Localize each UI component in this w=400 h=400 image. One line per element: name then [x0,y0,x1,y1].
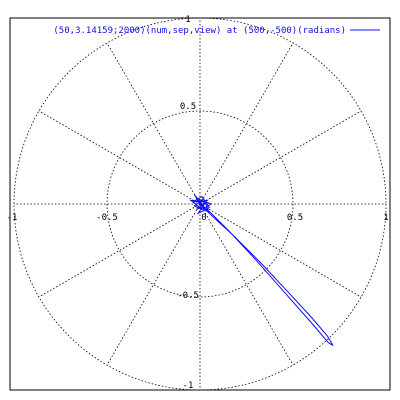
grid-spoke-240 [106,203,201,366]
legend: (50,3.14159;2000)(num,sep,view) at (500,… [53,26,380,36]
x-tick-label: 0 [201,213,206,223]
grid-circle-0 [106,110,294,298]
legend-label: (50,3.14159;2000)(num,sep,view) at (500,… [53,26,346,36]
x-tick-label: 0.5 [287,213,303,223]
polar-grid [13,17,387,391]
data-series [189,194,334,346]
grid-spoke-300 [199,203,294,366]
series-lobe-0 [199,203,334,346]
y-tick-label: 1 [185,15,190,25]
tick-labels: -1 -0.5 0 0.5 1 1 0.5 -0.5 -1 [7,15,389,391]
y-tick-label: -1 [183,381,194,391]
grid-spoke-330 [199,203,362,298]
x-tick-label: -1 [7,213,18,223]
grid-spoke-30 [199,110,362,205]
grid-spoke-210 [38,203,201,298]
grid-spoke-60 [199,42,294,205]
grid-spoke-120 [106,42,201,205]
series-cluster-0 [189,194,213,215]
y-tick-label: 0.5 [180,102,196,112]
x-tick-label: -0.5 [96,213,118,223]
grid-spoke-150 [38,110,201,205]
y-tick-label: -0.5 [177,291,199,301]
x-tick-label: 1 [383,213,388,223]
